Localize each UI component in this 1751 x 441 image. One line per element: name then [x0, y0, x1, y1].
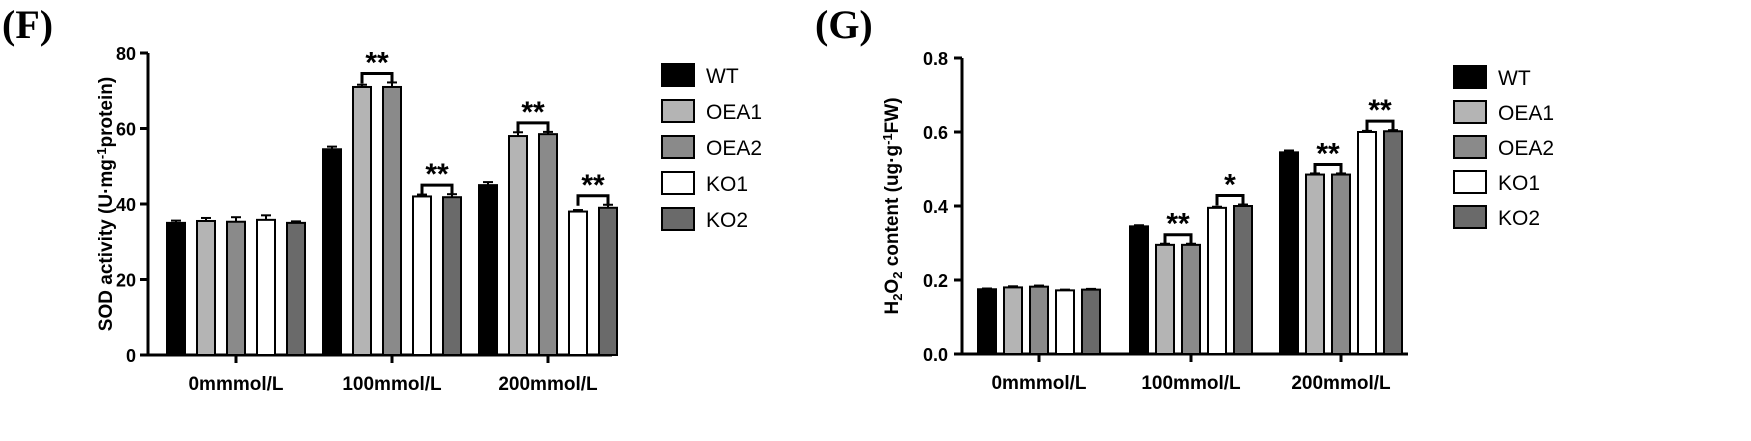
legend-label-wt: WT: [706, 65, 739, 88]
bar-ko1-2: [568, 210, 588, 356]
bar-wt-2: [1279, 151, 1299, 355]
bar-oea2-2: [538, 133, 558, 356]
y-tick-label: 0.8: [923, 49, 948, 69]
bar-ko1-1: [1207, 206, 1227, 355]
significance-marker: **: [521, 96, 545, 129]
significance-bracket: [576, 194, 610, 206]
bar-oea1-2: [508, 135, 528, 356]
bar-oea2-0: [226, 220, 246, 356]
y-tick-label: 80: [116, 44, 136, 64]
y-axis-title-part: 2: [890, 272, 905, 279]
significance-bracket: [1365, 119, 1395, 132]
panel-label: (G): [815, 2, 873, 47]
bar-ko2-1: [1233, 205, 1253, 355]
bar-ko2-2: [1383, 130, 1403, 355]
bar-oea2-0: [1029, 285, 1049, 355]
y-tick-label: 0: [126, 346, 136, 366]
bar-oea2-1: [1181, 243, 1201, 356]
legend-label-oea2: OEA2: [1498, 137, 1554, 160]
legend-swatch-ko2: [661, 207, 695, 231]
legend-label-wt: WT: [1498, 67, 1531, 90]
y-tick-label: 0.6: [923, 123, 948, 143]
significance-bracket: [1215, 194, 1245, 206]
x-category-label: 100mmol/L: [1141, 373, 1241, 394]
y-axis-title: SOD activity (U·mg-1protein): [94, 77, 117, 331]
bar-ko2-1: [442, 196, 462, 356]
bar-oea1-2: [1305, 173, 1325, 355]
significance-marker: **: [365, 46, 389, 79]
significance-bracket: [516, 121, 550, 133]
legend-swatch-wt: [661, 63, 695, 87]
x-category-label: 0mmmol/L: [991, 373, 1086, 394]
bar-wt-0: [977, 288, 997, 355]
legend-label-oea1: OEA1: [1498, 102, 1554, 125]
legend-swatch-oea2: [1453, 135, 1487, 159]
y-tick-label: 20: [116, 271, 136, 291]
bar-ko1-0: [256, 218, 276, 356]
bar-oea1-0: [1003, 286, 1023, 355]
y-axis-title-part: H: [882, 301, 903, 315]
significance-marker: **: [1316, 137, 1340, 170]
bar-wt-1: [322, 148, 342, 356]
significance-bracket: [360, 71, 394, 84]
x-category-label: 200mmol/L: [1291, 373, 1391, 394]
y-axis-title-part: content (ug·g: [882, 145, 903, 272]
bar-ko2-0: [286, 221, 306, 356]
y-axis-title-part: -1: [94, 148, 109, 160]
bar-oea2-2: [1331, 173, 1351, 355]
y-tick-label: 0.4: [923, 197, 948, 217]
y-axis-title-part: protein): [96, 77, 117, 148]
legend-label-oea2: OEA2: [706, 137, 762, 160]
significance-marker: *: [1224, 169, 1236, 202]
legend-label-ko2: KO2: [706, 209, 748, 232]
significance-marker: **: [425, 158, 449, 191]
legend-swatch-ko1: [1453, 170, 1487, 194]
bar-ko2-2: [598, 206, 618, 356]
y-axis-title-part: 2: [890, 294, 905, 301]
significance-bracket: [420, 183, 454, 196]
y-axis-title-part: O: [882, 279, 903, 294]
legend-label-ko1: KO1: [1498, 172, 1540, 195]
significance-marker: **: [581, 169, 605, 202]
y-axis-title-part: SOD activity (U·mg: [96, 159, 117, 331]
bar-wt-1: [1129, 225, 1149, 356]
significance-bracket: [1163, 233, 1193, 245]
significance-marker: **: [1368, 94, 1392, 127]
bar-oea1-0: [196, 219, 216, 356]
y-tick-label: 0.0: [923, 345, 948, 365]
x-category-label: 0mmmol/L: [188, 374, 283, 395]
legend-label-oea1: OEA1: [706, 101, 762, 124]
y-tick-label: 60: [116, 120, 136, 140]
legend-swatch-ko1: [661, 171, 695, 195]
bar-ko1-0: [1055, 289, 1075, 355]
legend-label-ko2: KO2: [1498, 207, 1540, 230]
bar-ko2-0: [1081, 288, 1101, 355]
panel-label: (F): [2, 2, 53, 47]
significance-marker: **: [1166, 208, 1190, 241]
panel-f-sod-activity-chart: (F) 0 20 40 60 80 SOD activity (U·mg-1protein…: [2, 2, 762, 395]
bar-oea2-1: [382, 85, 402, 356]
legend-swatch-wt: [1453, 65, 1487, 89]
bar-wt-2: [478, 184, 498, 356]
y-axis-title-part: FW): [882, 97, 903, 133]
y-tick-label: 0.2: [923, 271, 948, 291]
bar-oea1-1: [352, 85, 372, 356]
bar-ko1-2: [1357, 131, 1377, 355]
bar-oea1-1: [1155, 243, 1175, 356]
bar-ko1-1: [412, 195, 432, 356]
legend-swatch-oea1: [661, 99, 695, 123]
y-axis-title-part: -1: [880, 133, 895, 145]
bar-wt-0: [166, 221, 186, 356]
legend-label-ko1: KO1: [706, 173, 748, 196]
x-category-label: 100mmol/L: [342, 374, 442, 395]
legend-swatch-oea2: [661, 135, 695, 159]
significance-bracket: [1313, 162, 1343, 175]
y-tick-label: 40: [116, 195, 136, 215]
legend-swatch-oea1: [1453, 100, 1487, 124]
y-axis-title: H2O2 content (ug·g-1FW): [880, 97, 905, 314]
x-category-label: 200mmol/L: [498, 374, 598, 395]
legend-swatch-ko2: [1453, 205, 1487, 229]
